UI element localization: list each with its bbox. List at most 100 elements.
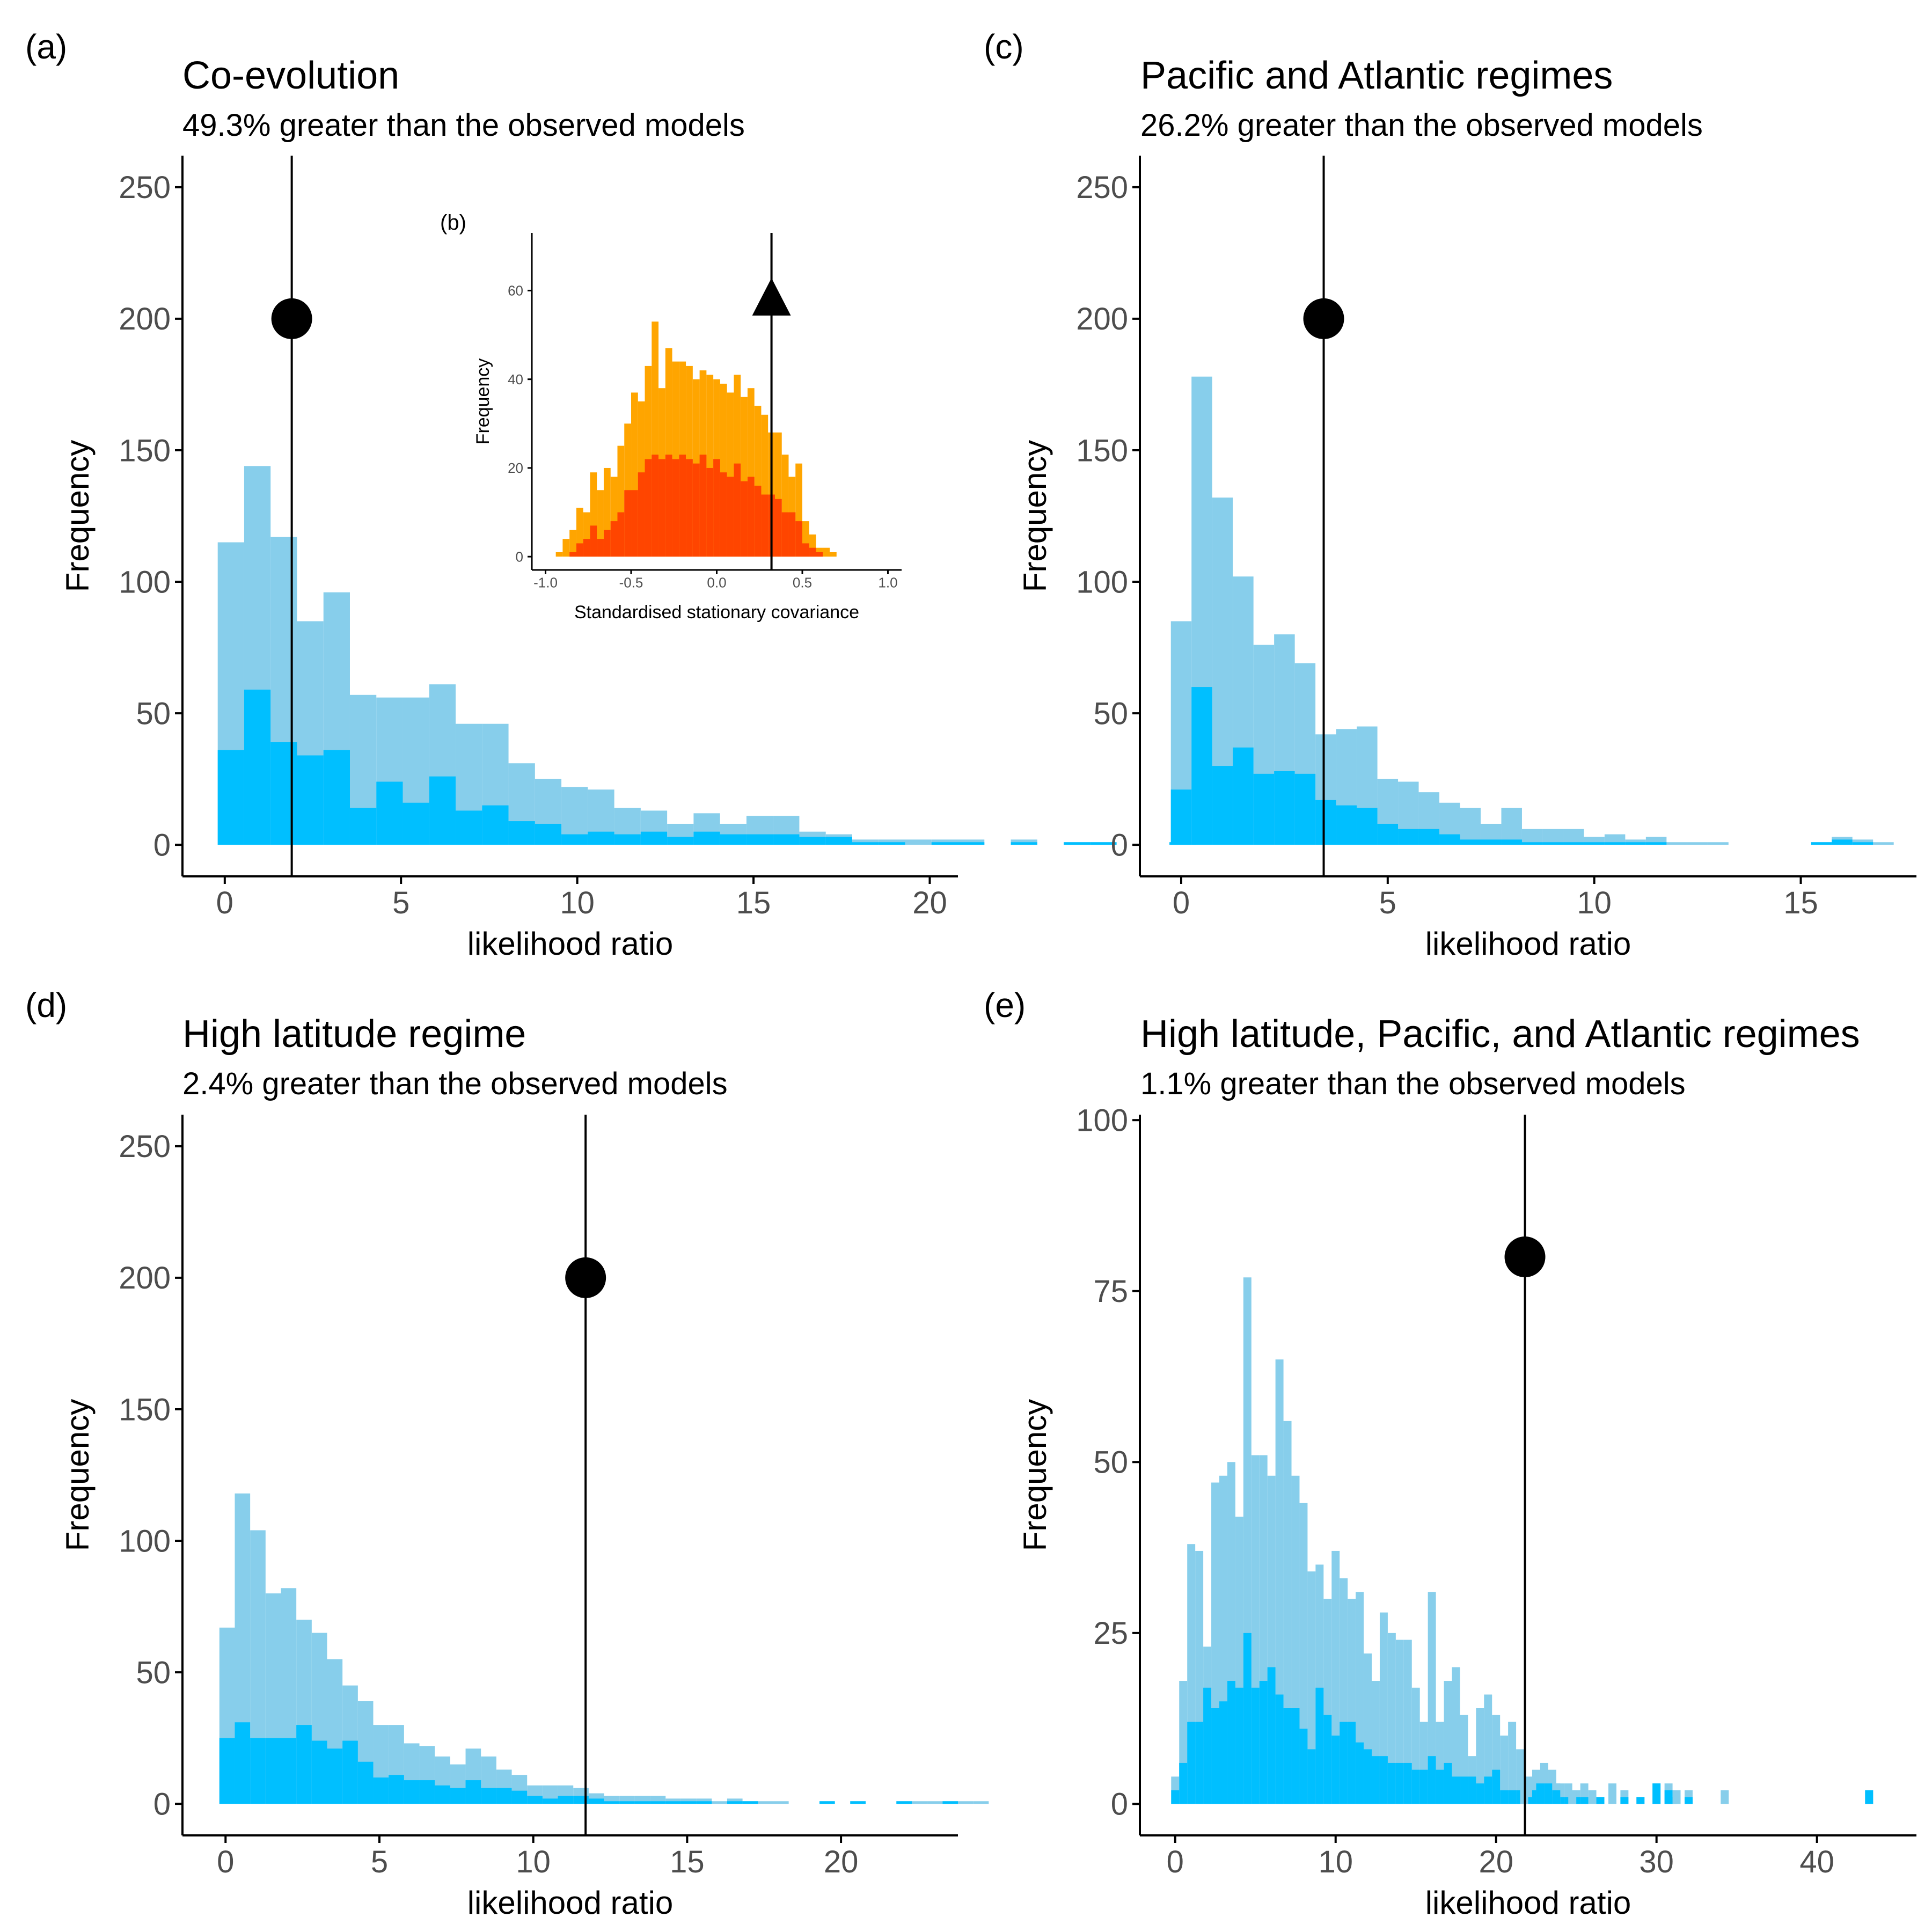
bar [1195, 1722, 1204, 1804]
panel-subtitle-a: 49.3% greater than the observed models [182, 108, 745, 143]
bar [896, 1801, 912, 1804]
bar [1179, 1762, 1188, 1804]
bar [1536, 1783, 1545, 1804]
y-tick-label: 50 [1093, 696, 1128, 731]
bar [696, 1801, 712, 1804]
bar [761, 494, 769, 557]
chart-e: 0 25 50 75 100 0 10 20 30 40 likelihood ratio Frequ… [1017, 1103, 1916, 1921]
y-tick-label: 0 [153, 828, 171, 862]
y-tick-label: 150 [1076, 433, 1128, 468]
bar [1811, 842, 1832, 845]
panel-subtitle-c: 26.2% greater than the observed models [1140, 108, 1703, 143]
bar [588, 1798, 604, 1804]
bar [1652, 1783, 1661, 1804]
x-axis-label: likelihood ratio [1425, 1885, 1631, 1921]
bar [1832, 839, 1853, 845]
y-tick-label: 100 [119, 1524, 171, 1558]
y-tick-label: 25 [1093, 1616, 1128, 1651]
x-tick-label: 0 [216, 885, 233, 920]
y-tick-label: 150 [119, 1392, 171, 1427]
bar [799, 837, 826, 845]
bar [788, 512, 796, 557]
bar [650, 1801, 666, 1804]
x-tick-label: 20 [824, 1845, 859, 1879]
observed-marker [271, 298, 312, 339]
bar [1235, 1687, 1243, 1804]
bar [1212, 766, 1233, 845]
bar [1379, 1756, 1388, 1804]
x-axis-label: likelihood ratio [1425, 926, 1631, 962]
bar [1403, 1762, 1412, 1804]
bar [720, 472, 727, 557]
panel-letter-c: (c) [984, 27, 1024, 66]
bar [1444, 1762, 1452, 1804]
y-axis-label: Frequency [60, 440, 96, 592]
y-tick-label: 60 [508, 283, 523, 299]
y-axis-label: Frequency [60, 1399, 96, 1551]
bar [1476, 1708, 1484, 1804]
bar [672, 459, 679, 557]
y-axis-label: Frequency [1017, 440, 1053, 592]
bar [825, 837, 852, 845]
y-tick-label: 0 [153, 1787, 171, 1821]
bar [692, 463, 700, 557]
bar [1348, 1722, 1356, 1804]
x-tick-label: 1.0 [878, 575, 897, 591]
bar [482, 805, 509, 845]
panel-subtitle-d: 2.4% greater than the observed models [182, 1066, 728, 1101]
x-tick-label: -1.0 [533, 575, 558, 591]
bar [250, 1738, 266, 1804]
x-tick-label: 5 [1379, 885, 1396, 920]
panel-title-e: High latitude, Pacific, and Atlantic reg… [1140, 1013, 1860, 1056]
bar [1604, 842, 1626, 845]
x-tick-label: -0.5 [619, 575, 643, 591]
bar [741, 481, 748, 557]
bar [1387, 1633, 1396, 1804]
bar [588, 831, 614, 845]
bar [1064, 842, 1091, 845]
bar [1636, 1797, 1645, 1804]
bar [235, 1722, 251, 1804]
bar [1379, 1612, 1388, 1804]
bar [879, 842, 905, 845]
bar [1357, 808, 1378, 845]
bar [1552, 1790, 1561, 1804]
bar [1873, 842, 1894, 845]
bar [349, 808, 377, 845]
bar [373, 1777, 389, 1804]
y-tick-label: 40 [508, 371, 523, 387]
bar [297, 755, 324, 845]
bar [1588, 1790, 1597, 1804]
bar [640, 831, 668, 845]
bar [1542, 842, 1563, 845]
bar [1336, 805, 1357, 845]
panel-subtitle-e: 1.1% greater than the observed models [1140, 1066, 1686, 1101]
bar [1501, 808, 1522, 845]
panel-letter-e: (e) [984, 986, 1026, 1024]
bar [830, 552, 837, 557]
bar [1011, 842, 1037, 845]
bar [1436, 1769, 1444, 1804]
bar [1227, 1681, 1235, 1804]
bar [679, 455, 686, 557]
bar [734, 463, 741, 557]
bar [638, 472, 645, 557]
observed-marker [752, 277, 791, 316]
bar [1418, 829, 1440, 845]
bar [624, 490, 632, 557]
bar [1259, 1681, 1268, 1804]
bar [927, 1801, 943, 1804]
bar [1211, 1708, 1219, 1804]
panel-title-a: Co-evolution [182, 54, 400, 97]
observed-marker [565, 1257, 606, 1298]
bar [631, 490, 638, 557]
bar [1299, 1729, 1308, 1804]
bar [823, 547, 830, 557]
bar [562, 539, 570, 557]
bar [1251, 1687, 1260, 1804]
bar [742, 1801, 758, 1804]
bar [1608, 1783, 1616, 1804]
y-tick-label: 250 [119, 1129, 171, 1164]
